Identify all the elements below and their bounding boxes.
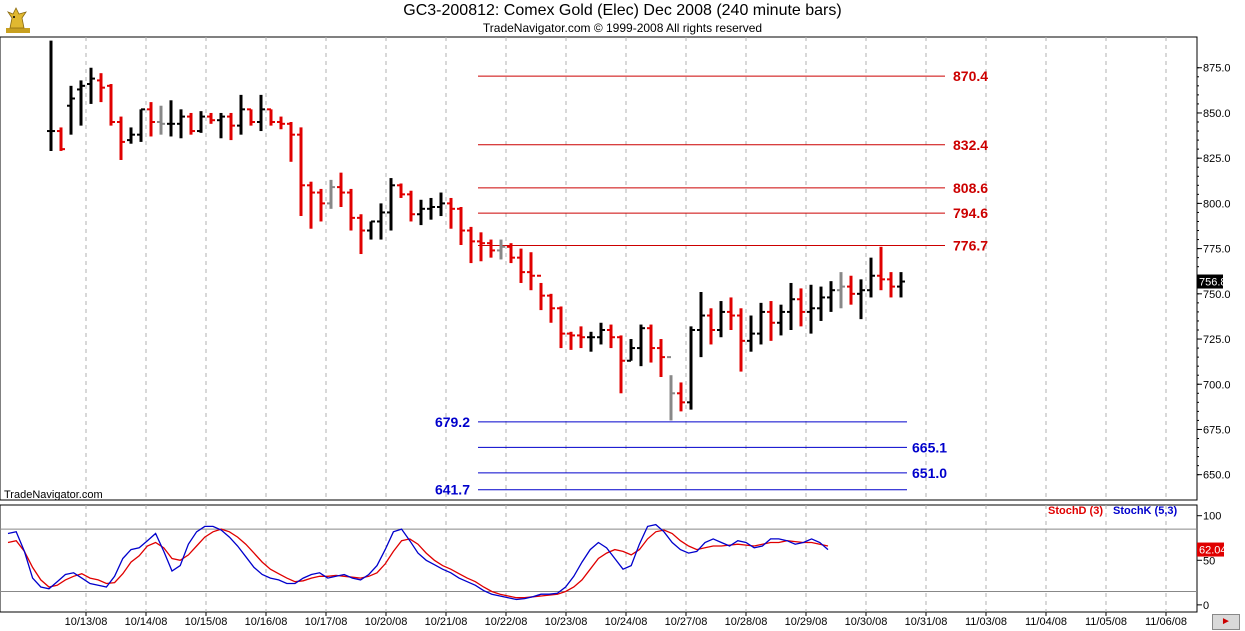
resistance-label: 794.6 xyxy=(953,205,988,221)
resistance-label: 832.4 xyxy=(953,137,988,153)
y-tick-label: 750.0 xyxy=(1203,289,1231,301)
last-price-box xyxy=(1197,274,1223,289)
x-tick-label: 10/30/08 xyxy=(845,616,888,628)
stoch-y-tick-label: 50 xyxy=(1203,555,1215,567)
y-tick-label: 650.0 xyxy=(1203,470,1231,482)
x-tick-label: 11/05/08 xyxy=(1085,616,1127,628)
support-label: 651.0 xyxy=(912,465,947,481)
y-tick-label: 675.0 xyxy=(1203,424,1231,436)
x-tick-label: 10/20/08 xyxy=(365,616,408,628)
legend-stoch-d: StochD (3) xyxy=(1048,505,1103,517)
y-tick-label: 850.0 xyxy=(1203,108,1231,120)
x-tick-label: 10/13/08 xyxy=(65,616,108,628)
stoch-y-tick-label: 0 xyxy=(1203,600,1209,612)
x-tick-label: 10/21/08 xyxy=(425,616,468,628)
x-tick-label: 11/04/08 xyxy=(1025,616,1067,628)
legend-stoch-k: StochK (5,3) xyxy=(1113,505,1178,517)
x-tick-label: 10/22/08 xyxy=(485,616,528,628)
y-tick-label: 875.0 xyxy=(1203,63,1231,75)
stoch-k-line xyxy=(7,523,829,601)
support-label: 679.2 xyxy=(435,414,470,430)
x-tick-label: 11/03/08 xyxy=(965,616,1007,628)
chart-subtitle: TradeNavigator.com © 1999-2008 All right… xyxy=(482,21,763,35)
x-tick-label: 10/23/08 xyxy=(545,616,588,628)
y-tick-label: 775.0 xyxy=(1203,244,1231,256)
last-price-label: 756.8 xyxy=(1199,277,1227,289)
stoch-panel-frame xyxy=(0,504,1198,613)
y-tick-label: 725.0 xyxy=(1203,334,1231,346)
resistance-label: 808.6 xyxy=(953,180,988,196)
x-tick-label: 10/17/08 xyxy=(305,616,348,628)
x-tick-label: 10/16/08 xyxy=(245,616,288,628)
x-tick-label: 10/24/08 xyxy=(605,616,648,628)
chart-title: GC3-200812: Comex Gold (Elec) Dec 2008 (… xyxy=(403,2,842,19)
x-tick-label: 10/28/08 xyxy=(725,616,768,628)
stoch-y-tick-label: 100 xyxy=(1203,511,1221,523)
support-label: 641.7 xyxy=(435,482,470,498)
bull-icon xyxy=(6,7,30,33)
x-tick-label: 10/15/08 xyxy=(185,616,228,628)
y-tick-label: 700.0 xyxy=(1203,379,1231,391)
x-tick-label: 10/27/08 xyxy=(665,616,708,628)
price-panel-frame xyxy=(0,36,1198,501)
resistance-label: 870.4 xyxy=(953,68,988,84)
x-tick-label: 10/29/08 xyxy=(785,616,828,628)
stoch-last-label: 62.04 xyxy=(1199,545,1227,557)
stoch-d-line xyxy=(7,528,829,599)
x-tick-label: 11/06/08 xyxy=(1145,616,1187,628)
y-tick-label: 825.0 xyxy=(1203,153,1231,165)
x-tick-label: 10/14/08 xyxy=(125,616,168,628)
scroll-right-arrow-icon[interactable]: ► xyxy=(1212,614,1240,630)
resistance-label: 776.7 xyxy=(953,238,988,254)
stoch-last-box xyxy=(1197,542,1224,557)
watermark: TradeNavigator.com xyxy=(4,489,103,501)
y-tick-label: 800.0 xyxy=(1203,198,1231,210)
x-tick-label: 10/31/08 xyxy=(905,616,948,628)
support-label: 665.1 xyxy=(912,439,947,455)
